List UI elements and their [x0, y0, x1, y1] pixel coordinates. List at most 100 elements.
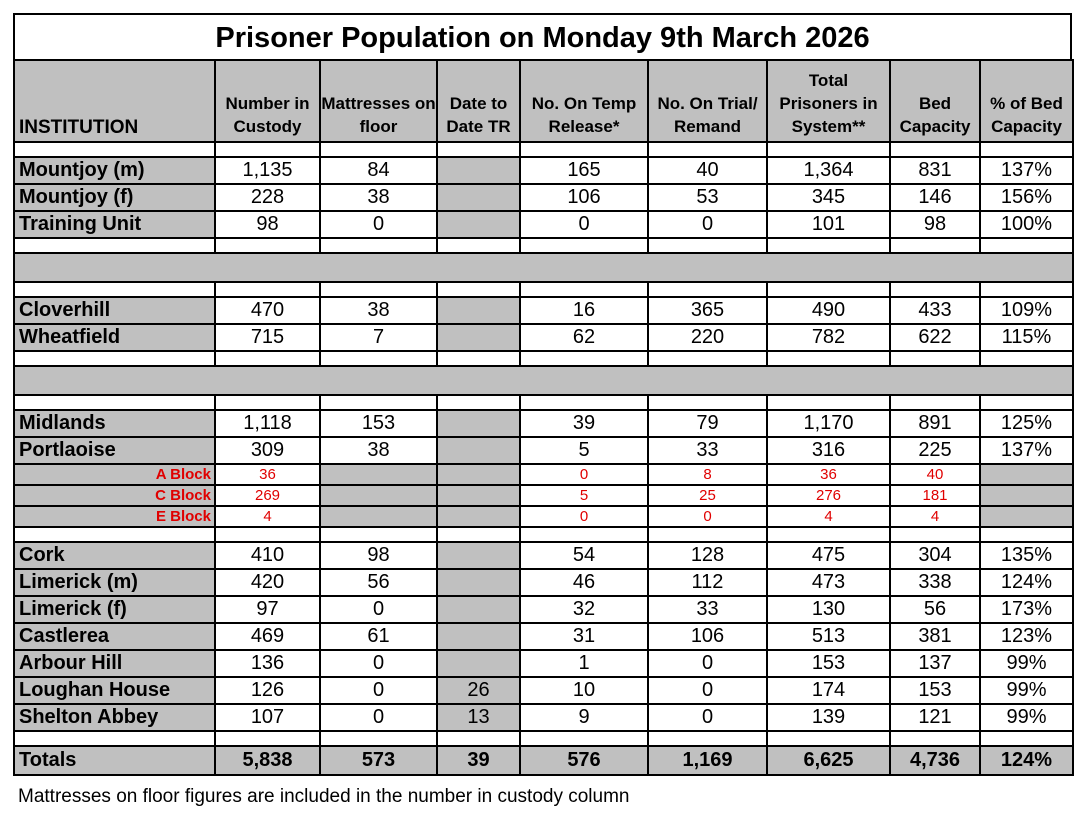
cell-bed: 137 [889, 649, 981, 678]
cell-bed: 121 [889, 703, 981, 732]
cell-trial: 25 [647, 484, 768, 507]
cell-mattresses: 0 [319, 649, 438, 678]
table-row: Wheatfield 715 7 62 220 782 622 115% [13, 323, 1074, 352]
sheet-title: Prisoner Population on Monday 9th March … [13, 13, 1072, 59]
spacer-cell [766, 350, 891, 367]
cell-custody: 269 [214, 484, 321, 507]
table-row: Training Unit 98 0 0 0 101 98 100% [13, 210, 1074, 239]
cell-trial: 128 [647, 541, 768, 570]
cell-temp-release: 5 [519, 484, 649, 507]
cell-mattresses: 38 [319, 436, 438, 465]
cell-date-tr [436, 595, 521, 624]
spacer-cell [647, 526, 768, 543]
cell-pct: 124% [979, 745, 1074, 776]
cell-bed: 433 [889, 296, 981, 325]
totals-row: Totals 5,838 573 39 576 1,169 6,625 4,736 124% [13, 745, 1074, 776]
spacer-cell [319, 237, 438, 254]
cell-temp-release: 165 [519, 156, 649, 185]
footnote: Mattresses on floor figures are included… [18, 786, 630, 807]
institution-name: Shelton Abbey [13, 703, 216, 732]
spacer-cell [647, 350, 768, 367]
cell-custody: 228 [214, 183, 321, 212]
cell-pct: 125% [979, 409, 1074, 438]
cell-custody: 470 [214, 296, 321, 325]
spacer-cell [519, 281, 649, 298]
header-pct-capacity: % of Bed Capacity [979, 59, 1074, 143]
institution-name: Portlaoise [13, 436, 216, 465]
cell-bed: 146 [889, 183, 981, 212]
spacer-cell [319, 526, 438, 543]
cell-temp-release: 39 [519, 409, 649, 438]
cell-trial: 79 [647, 409, 768, 438]
cell-date-tr [436, 463, 521, 486]
cell-temp-release: 0 [519, 210, 649, 239]
cell-custody: 136 [214, 649, 321, 678]
institution-name: Mountjoy (f) [13, 183, 216, 212]
spacer-cell [214, 141, 321, 158]
header-custody: Number in Custody [214, 59, 321, 143]
cell-temp-release: 31 [519, 622, 649, 651]
cell-trial: 0 [647, 649, 768, 678]
cell-pct: 99% [979, 649, 1074, 678]
header-bed-capacity: Bed Capacity [889, 59, 981, 143]
cell-trial: 40 [647, 156, 768, 185]
cell-temp-release: 16 [519, 296, 649, 325]
spacer-cell [979, 350, 1074, 367]
spacer-cell [979, 394, 1074, 411]
cell-mattresses [319, 505, 438, 528]
spacer-cell [889, 237, 981, 254]
spacer-cell [519, 730, 649, 747]
spacer-cell [436, 730, 521, 747]
spacer-cell [214, 281, 321, 298]
cell-temp-release: 32 [519, 595, 649, 624]
cell-mattresses [319, 463, 438, 486]
cell-temp-release: 0 [519, 463, 649, 486]
spacer-cell [519, 350, 649, 367]
cell-pct: 100% [979, 210, 1074, 239]
cell-date-tr [436, 622, 521, 651]
cell-trial: 0 [647, 210, 768, 239]
cell-trial: 220 [647, 323, 768, 352]
spacer-cell [647, 281, 768, 298]
table-row: Arbour Hill 136 0 1 0 153 137 99% [13, 649, 1074, 678]
spacer-cell [647, 730, 768, 747]
institution-name: Totals [13, 745, 216, 776]
spacer-cell [436, 350, 521, 367]
spacer-cell [889, 394, 981, 411]
cell-mattresses: 38 [319, 183, 438, 212]
cell-temp-release: 9 [519, 703, 649, 732]
cell-total: 101 [766, 210, 891, 239]
cell-custody: 4 [214, 505, 321, 528]
block-row: A Block 36 0 8 36 40 [13, 463, 1074, 486]
spacer-cell [766, 141, 891, 158]
cell-total: 4 [766, 505, 891, 528]
cell-total: 36 [766, 463, 891, 486]
institution-name: Castlerea [13, 622, 216, 651]
block-name: A Block [13, 463, 216, 486]
cell-mattresses: 61 [319, 622, 438, 651]
cell-pct: 173% [979, 595, 1074, 624]
spacer-cell [647, 394, 768, 411]
cell-date-tr [436, 409, 521, 438]
cell-pct: 135% [979, 541, 1074, 570]
cell-temp-release: 46 [519, 568, 649, 597]
separator-cell [13, 365, 1074, 396]
spacer-cell [766, 730, 891, 747]
cell-pct: 99% [979, 676, 1074, 705]
cell-trial: 0 [647, 505, 768, 528]
cell-date-tr [436, 183, 521, 212]
block-name: E Block [13, 505, 216, 528]
cell-trial: 0 [647, 676, 768, 705]
cell-temp-release: 10 [519, 676, 649, 705]
spacer-cell [889, 141, 981, 158]
table-row: Mountjoy (f) 228 38 106 53 345 146 156% [13, 183, 1074, 212]
spacer-cell [519, 237, 649, 254]
cell-trial: 33 [647, 595, 768, 624]
cell-date-tr [436, 156, 521, 185]
cell-date-tr [436, 436, 521, 465]
cell-date-tr [436, 568, 521, 597]
cell-bed: 831 [889, 156, 981, 185]
cell-custody: 420 [214, 568, 321, 597]
header-mattresses: Mattresses on floor [319, 59, 438, 143]
cell-pct: 156% [979, 183, 1074, 212]
